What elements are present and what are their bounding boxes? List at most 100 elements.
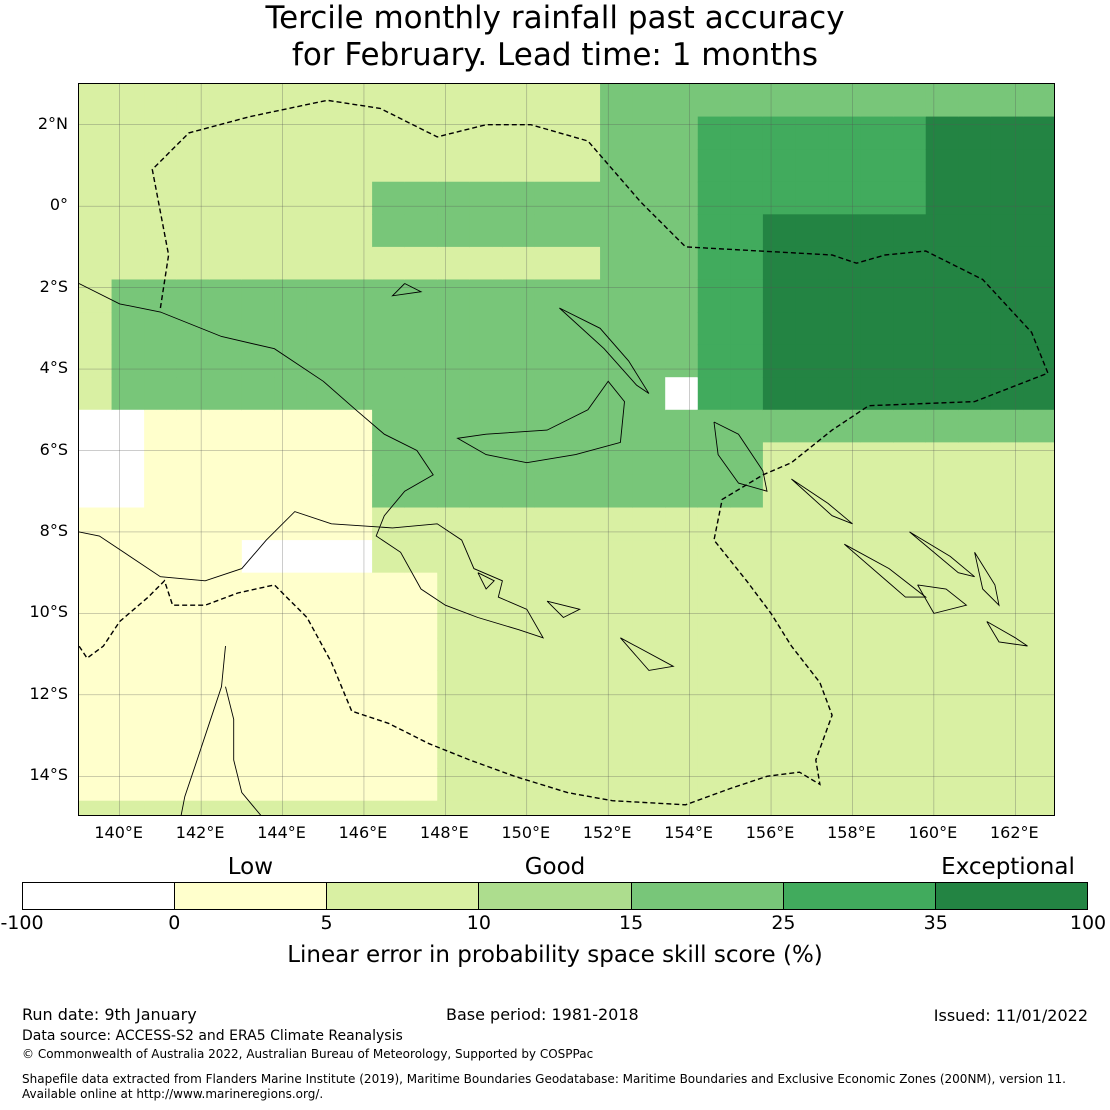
skill-cell: [665, 116, 699, 150]
colorbar-tick-label: 10: [466, 912, 491, 934]
skill-cell: [958, 181, 992, 215]
skill-cell: [176, 181, 210, 215]
skill-cell: [730, 312, 764, 346]
skill-cell: [79, 344, 113, 378]
skill-cell: [404, 181, 438, 215]
skill-cell: [697, 474, 731, 509]
skill-cell: [925, 474, 959, 509]
colorbar-segment: [327, 883, 480, 909]
skill-cell: [697, 670, 731, 704]
skill-cell: [600, 409, 634, 443]
skill-cell: [958, 605, 992, 639]
skill-cell: [111, 181, 145, 215]
skill-cell: [437, 540, 471, 574]
skill-cell: [958, 572, 992, 606]
skill-cell: [730, 735, 764, 769]
skill-cell: [632, 605, 666, 639]
skill-cell: [469, 768, 503, 802]
skill-cell: [600, 84, 634, 118]
skill-cell: [534, 214, 569, 248]
skill-cell: [762, 605, 797, 639]
skill-cell: [79, 149, 113, 183]
skill-cell: [762, 670, 797, 704]
skill-cell: [502, 702, 536, 737]
skill-cell: [144, 181, 178, 215]
skill-cell: [469, 409, 503, 443]
skill-cell: [144, 312, 178, 346]
map-plot-area[interactable]: [78, 83, 1055, 816]
skill-cell: [372, 572, 406, 606]
skill-cell: [469, 442, 503, 476]
skill-cell: [79, 312, 113, 346]
skill-cell: [828, 377, 862, 411]
skill-cell: [274, 409, 308, 443]
skill-cell: [176, 246, 210, 281]
skill-cell: [762, 572, 797, 606]
skill-cell: [534, 670, 569, 704]
skill-cell: [567, 768, 601, 802]
skill-cell: [893, 344, 927, 378]
skill-cell: [632, 312, 666, 346]
skill-cell: [502, 181, 536, 215]
copyright: © Commonwealth of Australia 2022, Austra…: [22, 1047, 594, 1061]
skill-cell: [925, 702, 959, 737]
skill-cell: [730, 214, 764, 248]
skill-cell: [632, 572, 666, 606]
skill-cell: [306, 735, 341, 769]
skill-cell: [567, 507, 601, 541]
skill-cell: [860, 149, 894, 183]
skill-cell: [860, 181, 894, 215]
skill-cell: [339, 442, 373, 476]
skill-cell: [502, 279, 536, 313]
skill-grid: [79, 84, 1054, 815]
skill-cell: [274, 637, 308, 671]
skill-cell: [502, 84, 536, 118]
skill-cell: [372, 768, 406, 802]
skill-cell: [372, 442, 406, 476]
skill-cell: [306, 442, 341, 476]
skill-cell: [209, 214, 243, 248]
skill-cell: [1023, 409, 1054, 443]
skill-cell: [762, 181, 797, 215]
skill-cell: [893, 572, 927, 606]
skill-cell: [79, 116, 113, 150]
shapefile-credit-line-1: Shapefile data extracted from Flanders M…: [22, 1072, 1066, 1086]
skill-cell: [730, 670, 764, 704]
skill-cell: [600, 214, 634, 248]
skill-cell: [958, 84, 992, 118]
skill-cell: [860, 800, 894, 815]
skill-cell: [502, 246, 536, 281]
skill-cell: [437, 507, 471, 541]
skill-cell: [372, 279, 406, 313]
skill-cell: [632, 344, 666, 378]
skill-cell: [860, 442, 894, 476]
longitude-tick-label: 158°E: [827, 823, 876, 842]
skill-cell: [828, 116, 862, 150]
skill-cell: [665, 409, 699, 443]
skill-cell: [111, 637, 145, 671]
skill-cell: [241, 572, 275, 606]
skill-cell: [111, 377, 145, 411]
skill-cell: [795, 214, 829, 248]
skill-cell: [79, 279, 113, 313]
skill-cell: [632, 149, 666, 183]
skill-cell: [958, 474, 992, 509]
skill-cell: [665, 442, 699, 476]
skill-cell: [665, 507, 699, 541]
skill-cell: [241, 344, 275, 378]
skill-cell: [241, 312, 275, 346]
skill-cell: [762, 377, 797, 411]
colorbar-segment: [935, 883, 1087, 909]
skill-cell: [241, 800, 275, 815]
skill-cell: [534, 344, 569, 378]
skill-cell: [79, 735, 113, 769]
skill-cell: [437, 246, 471, 281]
skill-cell: [697, 84, 731, 118]
skill-cell: [795, 572, 829, 606]
skill-cell: [990, 344, 1025, 378]
colorbar-tick-label: 35: [923, 912, 948, 934]
skill-cell: [241, 409, 275, 443]
longitude-tick-label: 144°E: [257, 823, 306, 842]
skill-cell: [632, 409, 666, 443]
skill-cell: [274, 474, 308, 509]
